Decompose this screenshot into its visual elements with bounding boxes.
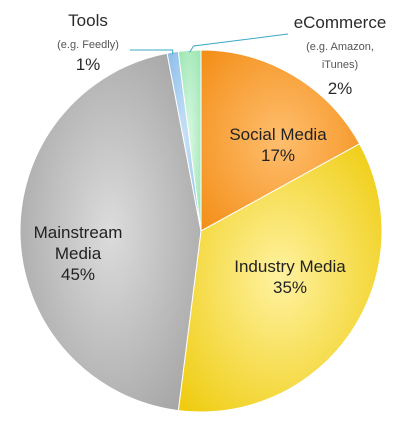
slice-social-media [200,49,361,232]
slice-mainstream-media [19,52,202,412]
slice-industry-media [177,143,383,413]
label-name-social-media: Social Media [229,125,327,144]
label-sub-ecommerce-1: (e.g. Amazon, [306,41,374,53]
leader-line-tools [130,49,174,55]
label-name-mainstream-media-1: Mainstream [34,223,123,242]
label-pct-tools: 1% [76,55,101,74]
label-pct-ecommerce: 2% [328,79,353,98]
label-sub-tools-1: (e.g. Feedly) [57,39,119,51]
label-name-tools: Tools [68,11,108,30]
label-pct-mainstream-media: 45% [61,265,95,284]
slice-ecommerce [177,49,202,232]
pie-slices [19,49,383,413]
label-sub-ecommerce-2: iTunes) [322,59,358,71]
label-pct-industry-media: 35% [273,278,307,297]
label-name-ecommerce: eCommerce [294,13,387,32]
label-pct-social-media: 17% [261,146,295,165]
label-name-industry-media: Industry Media [234,257,346,276]
leader-lines [130,33,289,55]
slice-labels: Social Media 17% Industry Media 35% Mainstre… [34,11,387,297]
leader-line-ecommerce [189,33,289,53]
label-name-mainstream-media-2: Media [55,244,102,263]
